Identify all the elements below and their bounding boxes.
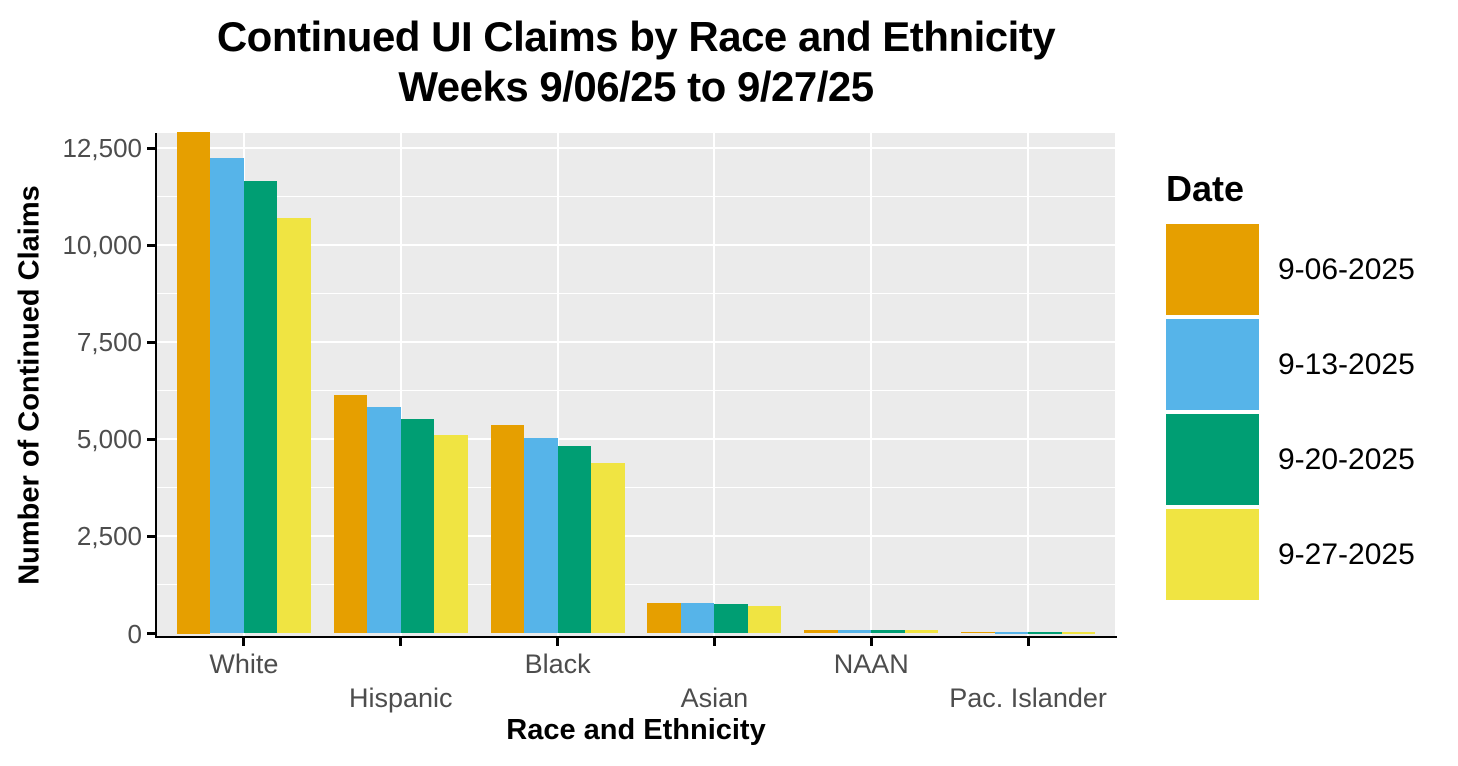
y-tick-mark [147,534,155,538]
y-tick-label: 12,500 [62,133,142,163]
bar-9-13-2025-Pac. Islander [994,632,1029,634]
legend-label-9-13-2025: 9-13-2025 [1278,347,1415,381]
x-tick-mark [556,638,560,646]
bar-9-27-2025-Asian [747,606,782,634]
y-tick-label: 7,500 [76,327,142,358]
bar-9-13-2025-White [210,158,244,634]
chart-title: Continued UI Claims by Race and Ethnicit… [216,13,1056,60]
bar-9-20-2025-NAAN [871,630,905,634]
bar-9-13-2025-Asian [680,603,715,634]
y-tick-mark [147,146,155,150]
legend-swatch-9-06-2025 [1166,224,1259,315]
major-gridline [157,147,1115,149]
x-tick-label: Hispanic [348,683,453,713]
bar-9-20-2025-Asian [714,603,748,634]
x-tick-label: Pac. Islander [949,683,1107,713]
y-tick-mark [147,437,155,441]
y-tick-mark [147,632,155,635]
y-tick-label: 10,000 [62,230,142,261]
bar-9-20-2025-White [243,180,278,634]
major-gridline [157,438,1115,441]
x-tick-label: NAAN [833,649,909,679]
legend-swatch-9-27-2025 [1166,509,1259,600]
legend-label-9-20-2025: 9-20-2025 [1278,442,1415,476]
x-tick-label: Black [524,649,591,679]
bar-9-13-2025-NAAN [837,629,872,634]
x-tick-mark [399,638,403,646]
major-gridline [157,244,1115,247]
bar-9-27-2025-Hispanic [434,434,468,634]
x-tick-mark [242,638,246,646]
legend-label-9-06-2025: 9-06-2025 [1278,252,1415,286]
minor-gridline [157,584,1115,586]
y-tick-label: 5,000 [76,424,142,455]
bar-9-06-2025-Pac. Islander [961,631,995,634]
major-gridline [157,535,1115,538]
chart-subtitle: Weeks 9/06/25 to 9/27/25 [398,63,874,110]
minor-gridline [157,390,1115,392]
y-tick-label: 0 [127,618,142,649]
bar-9-06-2025-White [176,132,211,634]
legend-label-9-27-2025: 9-27-2025 [1278,537,1415,571]
legend-swatch-9-20-2025 [1166,414,1259,505]
x-tick-mark [869,638,873,646]
major-gridline-vertical [556,133,559,636]
x-tick-label: Asian [680,683,749,713]
bar-9-06-2025-Black [490,424,525,634]
y-tick-label: 2,500 [76,521,142,552]
legend-title: Date [1166,168,1245,209]
bar-9-27-2025-Pac. Islander [1061,632,1096,634]
x-axis-line [155,636,1117,638]
bar-9-06-2025-Hispanic [333,394,368,634]
major-gridline-vertical [399,133,402,636]
y-tick-mark [147,243,155,247]
minor-gridline [157,196,1115,198]
bar-9-06-2025-Asian [647,603,681,634]
bar-9-27-2025-NAAN [904,630,939,634]
x-tick-mark [1026,638,1030,646]
x-axis-title: Race and Ethnicity [506,714,766,746]
bar-9-27-2025-Black [591,462,625,634]
plot-panel [157,132,1115,636]
y-axis-line [155,133,157,638]
minor-gridline [157,487,1115,489]
bar-9-20-2025-Pac. Islander [1028,632,1062,634]
major-gridline-vertical [713,133,716,636]
y-tick-mark [147,340,155,344]
bar-9-20-2025-Hispanic [400,418,435,634]
x-tick-label: White [209,649,279,679]
major-gridline-vertical [1027,133,1030,636]
bar-9-27-2025-White [277,218,311,634]
major-gridline-vertical [870,133,873,636]
bar-9-13-2025-Hispanic [367,407,401,634]
major-gridline [157,341,1115,344]
legend-swatch-9-13-2025 [1166,319,1259,410]
bar-9-13-2025-Black [524,437,558,634]
bar-9-06-2025-NAAN [804,629,838,634]
minor-gridline [157,293,1115,295]
bar-9-20-2025-Black [557,445,592,634]
x-tick-mark [712,638,716,646]
